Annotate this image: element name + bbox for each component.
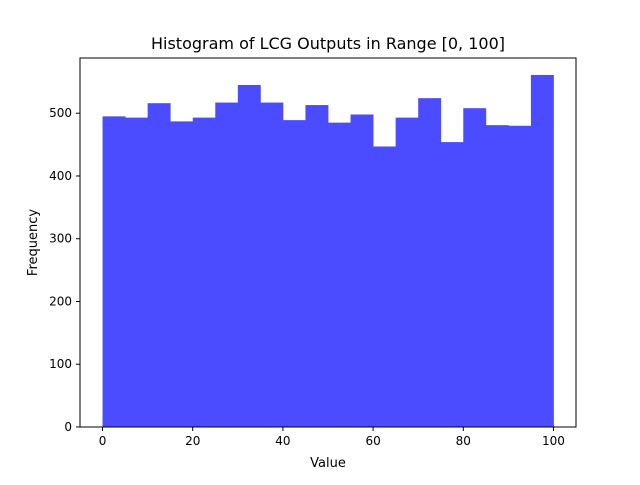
y-axis-ticks: 0 100 200 300 400 500 — [49, 106, 80, 434]
y-tick-label: 400 — [49, 169, 72, 183]
y-tick-label: 100 — [49, 357, 72, 371]
histogram-bar — [282, 120, 306, 427]
histogram-bar — [530, 74, 554, 427]
x-tick-label: 100 — [542, 434, 565, 448]
histogram-bar — [215, 102, 239, 427]
x-tick-label: 20 — [185, 434, 200, 448]
histogram-bar — [395, 117, 419, 428]
histogram-bar — [485, 125, 509, 428]
chart-title: Histogram of LCG Outputs in Range [0, 10… — [151, 34, 505, 53]
y-tick-label: 500 — [49, 106, 72, 120]
histogram-bar — [463, 108, 487, 428]
histogram-bar — [102, 116, 126, 427]
x-axis-ticks: 0 20 40 60 80 100 — [99, 427, 565, 448]
histogram-bar — [170, 121, 194, 427]
histogram-bar — [125, 117, 149, 428]
x-tick-label: 60 — [365, 434, 380, 448]
histogram-bar — [192, 117, 216, 428]
histogram-bar — [305, 105, 329, 427]
x-tick-label: 80 — [456, 434, 471, 448]
y-tick-label: 300 — [49, 232, 72, 246]
histogram-bar — [373, 146, 397, 428]
histogram-bar — [418, 98, 442, 427]
x-tick-label: 40 — [275, 434, 290, 448]
histogram-bar — [350, 114, 374, 428]
y-axis-label: Frequency — [26, 209, 41, 276]
histogram-bar — [328, 122, 351, 427]
histogram-bar — [508, 125, 532, 427]
histogram-bar — [237, 84, 261, 428]
histogram-bar — [440, 142, 464, 427]
histogram-bar — [260, 102, 284, 427]
histogram-bar — [147, 103, 171, 428]
histogram-bars — [102, 74, 554, 428]
y-tick-label: 200 — [49, 294, 72, 308]
x-axis-label: Value — [310, 456, 346, 471]
plot-frame — [79, 57, 577, 428]
x-tick-label: 0 — [99, 434, 107, 448]
y-tick-label: 0 — [64, 420, 72, 434]
